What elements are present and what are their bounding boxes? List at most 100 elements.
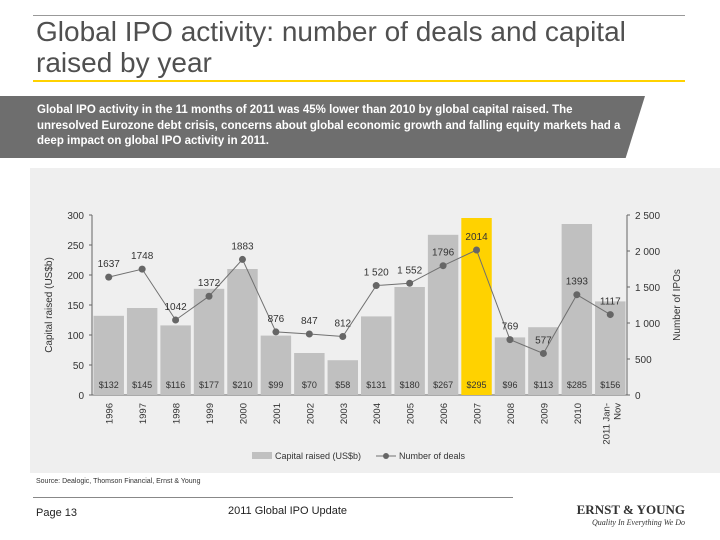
bar-label: $156 [600, 380, 620, 390]
summary-banner: Global IPO activity in the 11 months of … [0, 96, 645, 158]
deals-label: 1 520 [364, 268, 389, 279]
x-tick-label: 1999 [205, 403, 216, 424]
x-tick-label: 1997 [138, 403, 149, 424]
footer-rule [33, 497, 513, 498]
y2-tick-label: 1 000 [635, 319, 660, 330]
bar [394, 287, 425, 395]
bar-label: $180 [400, 380, 420, 390]
deals-point [606, 311, 614, 319]
x-tick-label: 2009 [539, 403, 550, 424]
deals-line [108, 249, 611, 355]
deals-label: 1117 [600, 297, 621, 308]
y-tick-label: 50 [73, 361, 85, 372]
deals-label: 1796 [432, 248, 455, 259]
x-tick-label: 1998 [172, 403, 183, 424]
y2-tick-label: 2 500 [635, 211, 660, 222]
deals-label: 812 [334, 319, 351, 330]
bar-label: $131 [366, 380, 386, 390]
bar-label: $210 [232, 380, 252, 390]
page-number: Page 13 [36, 507, 77, 519]
y2-tick-label: 1 500 [635, 283, 660, 294]
bar [327, 360, 358, 395]
ey-logo-icon: ERNST & YOUNG Quality In Everything We D… [565, 502, 685, 527]
bar-label: $99 [268, 380, 283, 390]
logo-tagline: Quality In Everything We Do [591, 518, 685, 527]
y2-axis-title: Number of IPOs [672, 269, 683, 341]
deals-point [473, 246, 481, 254]
deals-point [105, 273, 113, 281]
y-tick-label: 250 [67, 241, 84, 252]
legend-line-marker [383, 453, 389, 459]
x-tick-label: 2007 [473, 403, 484, 424]
y-tick-label: 100 [67, 331, 84, 342]
deals-point [138, 265, 146, 273]
legend-line-label: Number of deals [399, 451, 466, 461]
y2-tick-label: 500 [635, 355, 652, 366]
page-title: Global IPO activity: number of deals and… [36, 16, 626, 78]
deals-point [573, 291, 581, 299]
deals-label: 876 [268, 314, 285, 325]
deals-point [406, 279, 414, 287]
x-tick-label: Nov [612, 403, 623, 420]
summary-text: Global IPO activity in the 11 months of … [37, 104, 621, 147]
deals-point [439, 262, 447, 270]
bar-label: $267 [433, 380, 453, 390]
deals-label: 577 [535, 335, 552, 346]
deals-label: 1883 [231, 241, 254, 252]
deals-label: 1372 [198, 278, 221, 289]
source-note: Source: Dealogic, Thomson Financial, Ern… [36, 478, 201, 485]
bar-label: $58 [335, 380, 350, 390]
deals-label: 1 552 [397, 265, 422, 276]
document-title: 2011 Global IPO Update [228, 505, 348, 517]
deals-point [372, 282, 380, 290]
x-tick-label: 1996 [105, 403, 116, 424]
x-tick-label: 2008 [506, 403, 517, 424]
deals-label: 2014 [465, 232, 488, 243]
bar-label: $96 [502, 380, 517, 390]
bar [294, 353, 325, 395]
deals-point [539, 349, 547, 357]
bar [561, 224, 593, 395]
bar [160, 325, 191, 395]
bar-label: $70 [302, 380, 317, 390]
x-tick-label: 2010 [573, 403, 584, 424]
bar [227, 269, 258, 395]
top-rule [33, 15, 685, 16]
legend-bar-swatch [252, 452, 272, 459]
x-tick-label: 2005 [406, 403, 417, 424]
y2-tick-label: 0 [635, 391, 641, 402]
bar-label: $113 [534, 380, 553, 390]
bar-label: $295 [467, 380, 487, 390]
bar [93, 315, 124, 395]
bar [193, 288, 225, 395]
bar [461, 218, 492, 395]
x-tick-label: 2004 [372, 403, 383, 424]
bar [528, 327, 559, 395]
y2-tick-label: 2 000 [635, 247, 660, 258]
logo-name: ERNST & YOUNG [576, 502, 685, 517]
x-tick-label: 2002 [305, 403, 316, 424]
x-tick-label: 2011 Jan- [601, 403, 612, 445]
ipo-chart: 0 50 100 150 200 250 300 0 500 1 000 1 500 2 000 2 5… [44, 211, 683, 461]
bar [126, 308, 158, 395]
deals-label: 1042 [164, 302, 187, 313]
title-underline [33, 80, 685, 82]
deals-point [238, 255, 246, 263]
bar-label: $132 [99, 380, 119, 390]
y-tick-label: 300 [67, 211, 84, 222]
x-tick-label: 2001 [272, 403, 283, 424]
deals-point [506, 336, 514, 344]
y-tick-label: 0 [78, 391, 84, 402]
deals-point [205, 292, 213, 300]
deals-label: 1393 [566, 277, 589, 288]
deals-label: 1637 [98, 259, 121, 270]
x-tick-label: 2003 [339, 403, 350, 424]
y-tick-label: 200 [67, 271, 84, 282]
bar [260, 335, 292, 395]
bar [427, 234, 459, 395]
deals-point [272, 328, 280, 336]
bar-label: $285 [567, 380, 587, 390]
y-tick-label: 150 [67, 301, 84, 312]
bar-label: $145 [132, 380, 152, 390]
bar [361, 316, 392, 395]
